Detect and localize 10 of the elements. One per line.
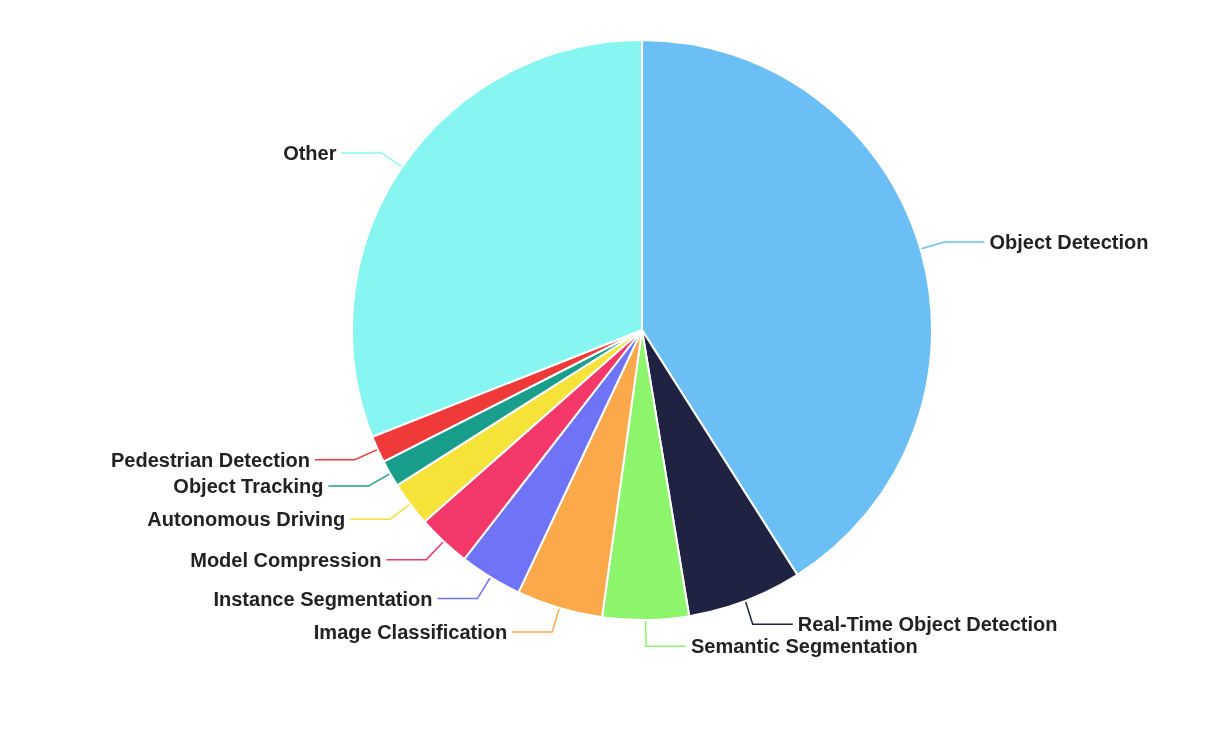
slice-label: Semantic Segmentation bbox=[690, 635, 918, 658]
slice-label: Object Detection bbox=[989, 231, 1149, 254]
slice-label: Model Compression bbox=[190, 548, 382, 571]
slice-label: Object Tracking bbox=[173, 475, 324, 498]
slice-label: Instance Segmentation bbox=[213, 587, 433, 610]
slice-label: Real-Time Object Detection bbox=[797, 613, 1058, 636]
slice-label: Pedestrian Detection bbox=[110, 448, 310, 471]
slice-label: Other bbox=[283, 141, 337, 164]
slice-label: Image Classification bbox=[313, 620, 508, 643]
slice-label: Autonomous Driving bbox=[147, 508, 346, 531]
